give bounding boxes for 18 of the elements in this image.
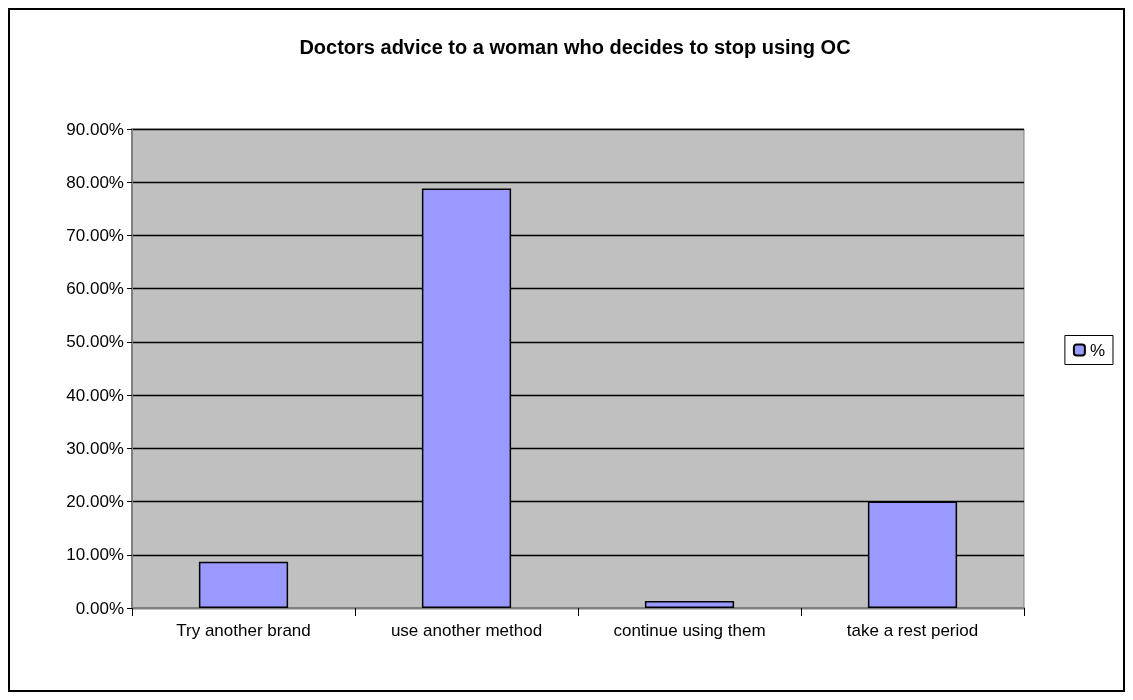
y-tick-label: 60.00% <box>66 279 124 299</box>
x-tick-label: Try another brand <box>176 621 311 640</box>
y-tick-label: 90.00% <box>66 119 124 139</box>
x-tick-label: take a rest period <box>846 621 979 640</box>
y-tick-label: 80.00% <box>66 172 124 192</box>
y-tick-label: 30.00% <box>66 438 124 458</box>
y-tick-label: 70.00% <box>66 225 124 245</box>
bar <box>198 561 289 608</box>
legend-label: % <box>1089 340 1106 360</box>
y-tick-label: 40.00% <box>66 385 124 405</box>
y-tick-label: 10.00% <box>66 545 124 565</box>
x-tick-label: use another method <box>390 621 543 640</box>
bar <box>644 601 735 608</box>
y-tick-label: 0.00% <box>75 598 124 618</box>
y-tick-label: 20.00% <box>66 492 124 512</box>
chart-title: Doctors advice to a woman who decides to stop using OC <box>299 36 851 58</box>
x-tick-label: continue using them <box>613 621 766 640</box>
y-tick-label: 50.00% <box>66 332 124 352</box>
